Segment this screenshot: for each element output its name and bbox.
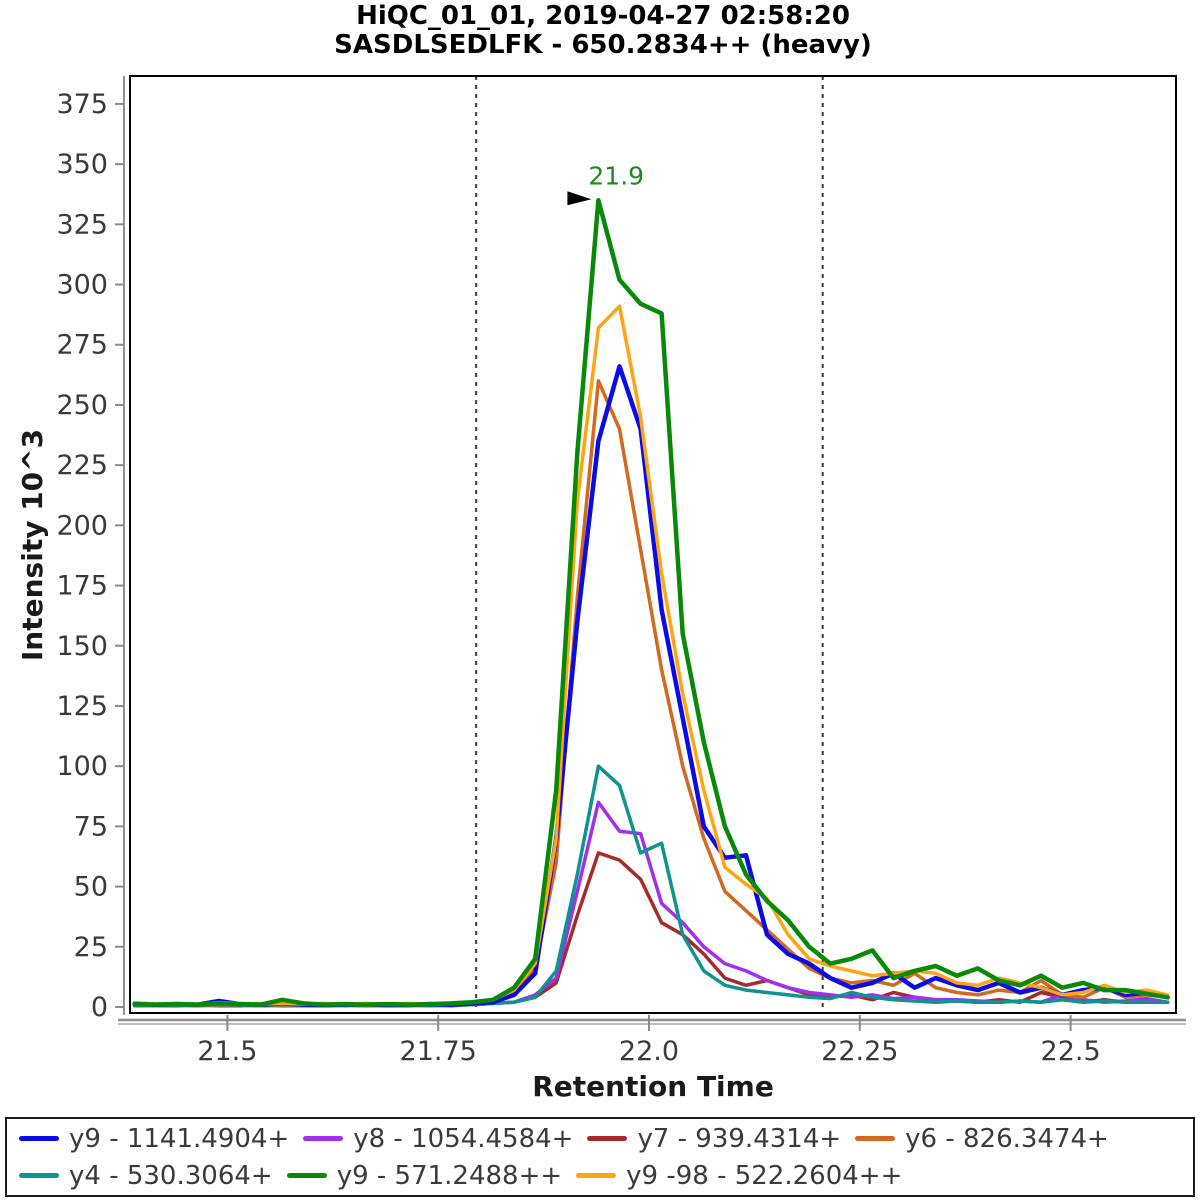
legend-row: y9 - 1141.4904+ y8 - 1054.4584+ y7 - 939.4… bbox=[19, 1124, 1181, 1154]
legend-item-y9: y9 - 571.2488++ bbox=[286, 1160, 563, 1191]
plot-frame bbox=[129, 75, 1177, 1014]
y-tick-label: 350 bbox=[56, 149, 108, 180]
chart-title-peptide: SASDLSEDLFK - 650.2834++ (heavy) bbox=[334, 30, 872, 60]
y-tick-label: 275 bbox=[56, 330, 108, 361]
legend-item-y7: y7 - 939.4314+ bbox=[587, 1124, 841, 1154]
legend-label: y9 - 571.2488++ bbox=[336, 1160, 563, 1191]
legend-label: y9 -98 - 522.2604++ bbox=[626, 1160, 903, 1191]
legend-item-y8: y8 - 1054.4584+ bbox=[303, 1124, 573, 1154]
legend-line-swatch bbox=[587, 1136, 628, 1141]
x-tick-label: 21.5 bbox=[197, 1036, 257, 1067]
legend-item-y4: y4 - 530.3064+ bbox=[19, 1161, 273, 1191]
legend-label: y7 - 939.4314+ bbox=[637, 1123, 842, 1154]
trace-y4 bbox=[132, 764, 1170, 1008]
y-tick-label: 125 bbox=[56, 691, 108, 722]
y-tick-label: 50 bbox=[74, 872, 108, 903]
legend-label: y4 - 530.3064+ bbox=[69, 1160, 273, 1191]
y-tick-label: 225 bbox=[56, 450, 108, 481]
y-tick-label: 175 bbox=[56, 571, 108, 602]
legend-label: y6 - 826.3474+ bbox=[905, 1123, 1109, 1154]
y-tick-label: 250 bbox=[56, 390, 108, 421]
y-tick-label: 75 bbox=[74, 811, 108, 842]
y-tick-label: 100 bbox=[56, 751, 108, 782]
legend: y9 - 1141.4904+ y8 - 1054.4584+ y7 - 939.4… bbox=[5, 1117, 1195, 1197]
x-tick-label: 22.25 bbox=[821, 1036, 898, 1067]
y-tick-label: 375 bbox=[56, 89, 108, 120]
chromatogram-traces bbox=[132, 198, 1170, 1008]
peak-boundary-lines[interactable] bbox=[475, 76, 824, 1013]
legend-label: y8 - 1054.4584+ bbox=[353, 1123, 574, 1154]
x-tick-label: 22.5 bbox=[1041, 1036, 1101, 1067]
y-tick-label: 150 bbox=[56, 631, 108, 662]
legend-item-y9: y9 -98 - 522.2604++ bbox=[576, 1161, 902, 1191]
y-tick-label: 325 bbox=[56, 209, 108, 240]
legend-line-swatch bbox=[19, 1136, 59, 1141]
trace-y6 bbox=[132, 379, 1170, 1007]
peak-rt-annotation: 21.9 bbox=[588, 161, 644, 190]
x-axis-title: Retention Time bbox=[532, 1070, 774, 1103]
y-tick-label: 0 bbox=[91, 992, 108, 1023]
legend-item-y9: y9 - 1141.4904+ bbox=[19, 1124, 289, 1154]
legend-line-swatch bbox=[576, 1173, 617, 1178]
legend-line-swatch bbox=[286, 1173, 327, 1178]
chart-title: HiQC_01_01, 2019-04-27 02:58:20 SASDLSED… bbox=[0, 2, 1200, 60]
trace-y9 bbox=[132, 198, 1170, 1007]
identified-rt-arrow-icon bbox=[567, 191, 592, 206]
legend-row: y4 - 530.3064+ y9 - 571.2488++ y9 -98 - 52… bbox=[19, 1161, 1181, 1191]
y-tick-label: 200 bbox=[56, 510, 108, 541]
x-tick-label: 21.75 bbox=[400, 1036, 477, 1067]
y-axis-ticks: 0 25 50 75 100 125 150 175 200 225 250 275 300 325 350… bbox=[56, 89, 124, 1023]
chromatogram-plot[interactable]: 0 25 50 75 100 125 150 175 200 225 250 275 300 325 350… bbox=[0, 0, 1200, 1115]
y-tick-label: 25 bbox=[74, 932, 108, 963]
trace-y9 bbox=[132, 364, 1170, 1008]
legend-line-swatch bbox=[19, 1173, 59, 1178]
legend-line-swatch bbox=[855, 1136, 896, 1141]
legend-item-y6: y6 - 826.3474+ bbox=[855, 1124, 1109, 1154]
y-axis-title: Intensity 10^3 bbox=[16, 429, 49, 661]
x-axis-ticks: 21.5 21.75 22.0 22.25 22.5 bbox=[197, 1015, 1101, 1067]
peak-annotation: 21.9 bbox=[567, 161, 644, 206]
y-tick-label: 300 bbox=[56, 270, 108, 301]
chart-title-run: HiQC_01_01, 2019-04-27 02:58:20 bbox=[356, 1, 850, 31]
x-tick-label: 22.0 bbox=[619, 1036, 679, 1067]
legend-label: y9 - 1141.4904+ bbox=[69, 1123, 290, 1154]
legend-line-swatch bbox=[303, 1136, 344, 1141]
